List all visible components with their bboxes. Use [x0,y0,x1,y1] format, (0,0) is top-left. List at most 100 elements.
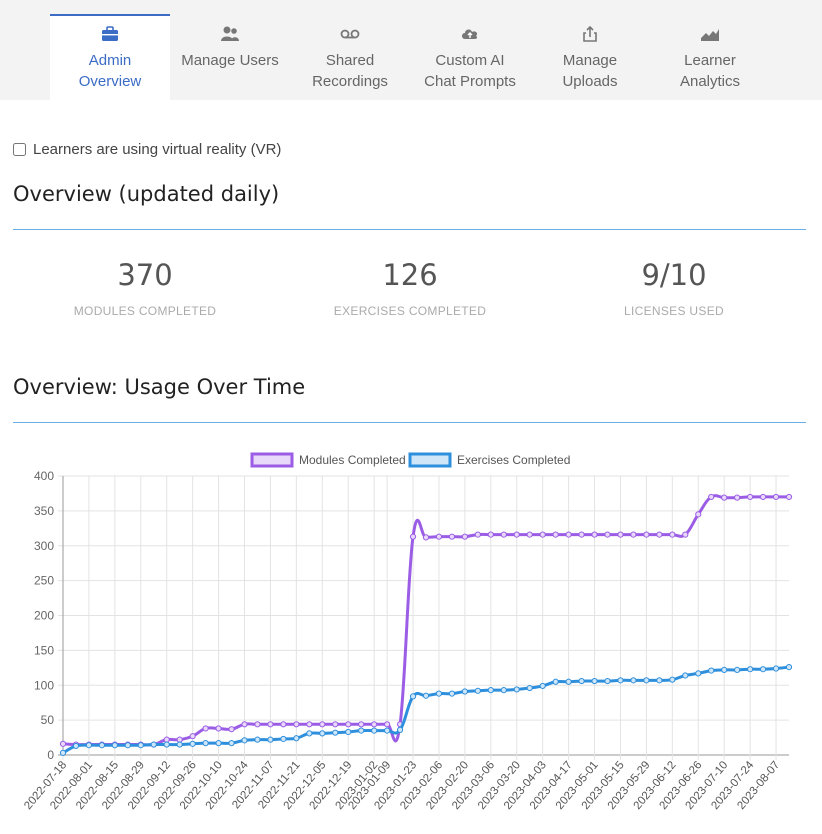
data-point [371,721,378,728]
data-point [734,666,741,674]
data-point [591,677,598,685]
data-point [215,725,222,732]
data-point [474,687,481,694]
data-point [59,740,67,747]
data-point [656,531,663,538]
data-point [241,721,248,728]
tab-manage-uploads[interactable]: Manage Uploads [530,14,650,100]
tab-label-line1: Manage Users [181,52,279,69]
stat-exercises-completed: 126 EXERCISES COMPLETED [280,258,540,318]
tab-custom-ai[interactable]: Custom AI Chat Prompts [410,14,530,100]
stat-value: 9/10 [641,258,707,292]
y-tick-label: 0 [47,748,54,762]
data-point [98,742,105,749]
tab-admin-overview[interactable]: Admin Overview [50,14,170,100]
data-point [747,666,754,673]
overview-title: Overview (updated daily) [13,182,280,206]
data-point [409,533,417,540]
stat-value: 370 [117,258,173,292]
series-line-modules [62,494,789,747]
data-point [630,677,637,684]
data-point [319,730,326,737]
data-point [176,741,183,748]
vr-checkbox-label: Learners are using virtual reality (VR) [33,141,282,158]
data-point [643,677,650,684]
vr-checkbox-row[interactable]: Learners are using virtual reality (VR) [13,141,281,158]
tab-manage-users[interactable]: Manage Users [170,14,290,100]
data-point [448,690,456,697]
data-point [422,534,430,541]
data-point [682,531,689,538]
cloud-upload-icon [462,29,478,39]
y-tick-label: 250 [34,574,54,588]
tab-label-line1: Manage [562,52,618,69]
data-point [695,511,702,518]
data-point [345,728,352,736]
data-point [474,531,481,538]
data-point [759,493,767,501]
data-point [435,533,443,540]
legend-swatch [250,452,294,468]
data-point [448,533,456,540]
data-point [695,670,702,677]
tab-label-line2: Analytics [679,73,741,90]
stat-caption: EXERCISES COMPLETED [333,304,487,318]
usage-divider [13,422,806,423]
data-point [332,721,339,728]
data-point [669,676,676,683]
data-point [772,665,780,672]
tab-label-line1: Admin [88,52,132,69]
data-point [539,682,546,690]
data-point [59,749,67,757]
legend-swatch [408,452,452,468]
data-point [461,533,468,540]
data-point [708,493,715,501]
data-point [228,726,235,733]
stat-licenses-used: 9/10 LICENSES USED [544,258,804,318]
data-point [202,725,209,732]
vr-checkbox[interactable] [13,143,26,156]
data-point [604,531,611,538]
y-tick-label: 400 [34,469,54,483]
data-point [319,721,326,728]
overview-divider [13,229,806,230]
data-point [747,493,754,501]
data-point [643,531,650,538]
data-point [215,740,222,747]
y-tick-label: 200 [34,609,54,623]
data-point [565,531,572,538]
data-point [306,721,313,728]
data-point [617,531,624,538]
data-point [85,742,93,749]
data-point [150,741,157,748]
data-point [526,531,533,538]
data-point [306,730,313,737]
data-point [785,664,793,671]
data-point [267,736,274,743]
usage-title: Overview: Usage Over Time [13,375,306,399]
data-point [358,721,365,728]
data-point [682,672,689,679]
data-point [539,531,546,538]
data-point [409,693,417,700]
data-point [189,733,196,740]
data-point [384,727,391,734]
y-tick-label: 100 [34,678,54,692]
data-point [487,687,494,694]
data-point [721,494,728,501]
data-point [254,721,261,728]
data-point [358,727,365,734]
tab-label-line2: Chat Prompts [424,73,516,90]
tab-learner-analytics[interactable]: Learner Analytics [650,14,770,100]
tab-label-line1: Learner [684,52,736,69]
data-point [254,736,261,743]
y-tick-label: 150 [34,643,54,657]
tab-label-line1: Shared [325,52,375,69]
tab-shared-recordings[interactable]: Shared Recordings [290,14,410,100]
usage-over-time-chart: 0501001502002503003504002022-07-182022-0… [22,452,793,812]
data-point [552,678,559,685]
data-point [565,678,572,685]
legend-label: Modules Completed [299,453,406,467]
data-point [759,666,767,673]
data-point [137,742,144,749]
